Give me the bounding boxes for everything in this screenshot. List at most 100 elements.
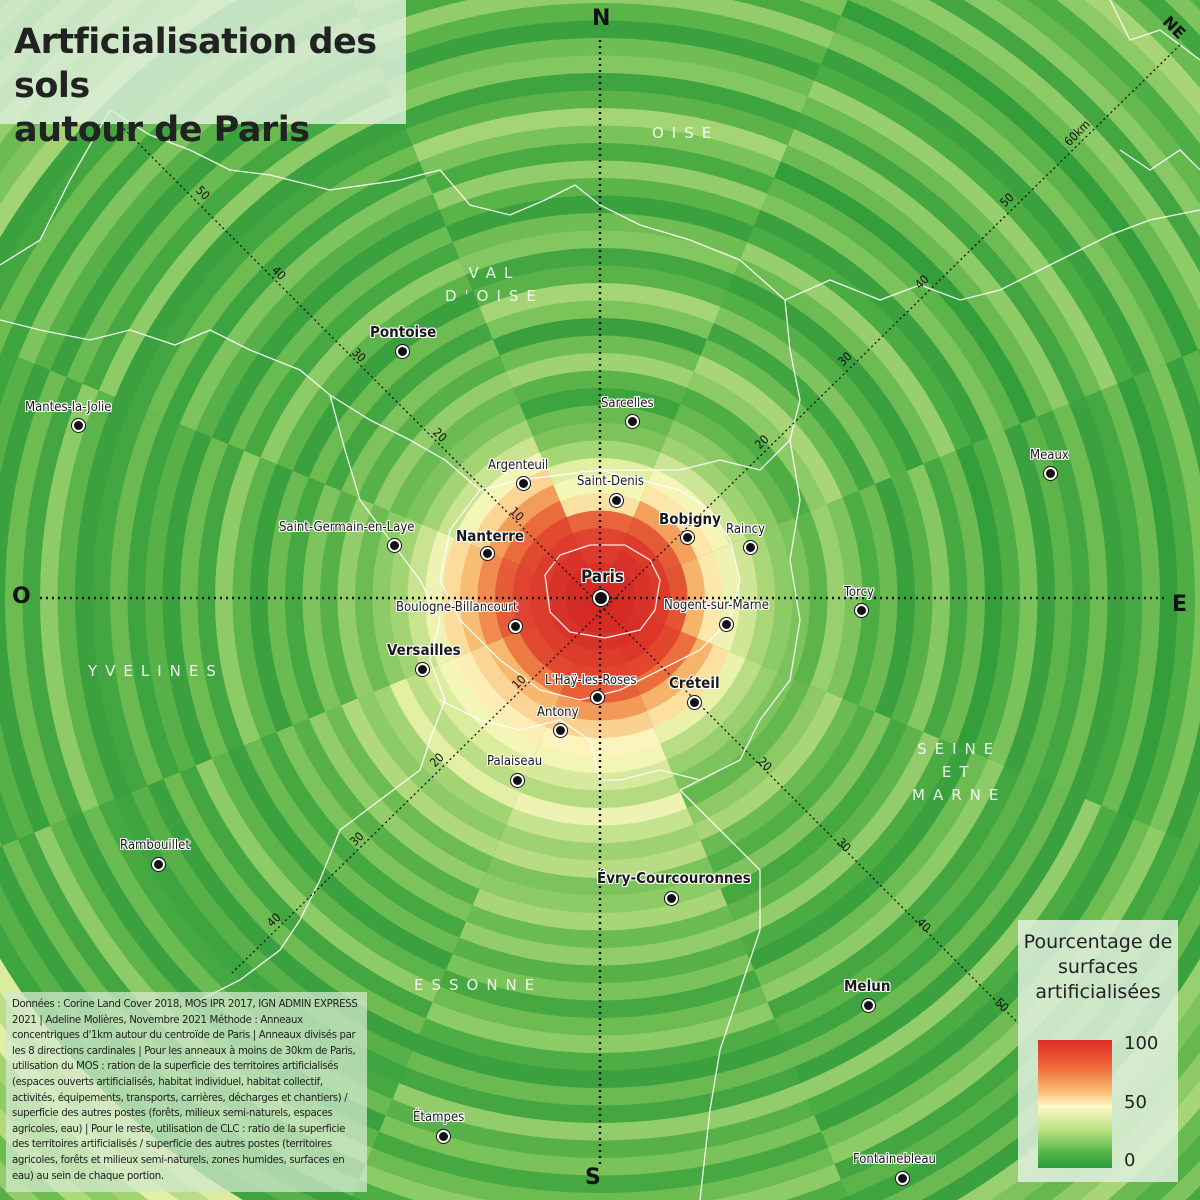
city-label-nogent: Nogent-sur-Marne: [664, 598, 769, 613]
ring-sector: [109, 410, 164, 786]
ring-sector: [389, 678, 520, 809]
ring-sector: [550, 548, 587, 585]
ring-sector: [356, 354, 507, 505]
dept-yvelines: YVELINES: [88, 662, 224, 680]
ring-sector: [465, 905, 735, 949]
ring-sector: [640, 484, 714, 558]
city-dot-argenteuil: [517, 477, 530, 490]
ring-sector: [593, 598, 607, 617]
ring-sector: [800, 96, 1102, 398]
ring-sector: [626, 516, 682, 572]
ring-sector: [406, 524, 439, 672]
ring-sector: [365, 0, 835, 49]
city-dot-pontoise: [396, 345, 409, 358]
ring-sector: [506, 808, 694, 844]
ring-sector: [211, 209, 446, 444]
ring-sector: [777, 517, 811, 679]
ring-sector: [441, 537, 471, 659]
ring-sector: [373, 685, 513, 825]
ring-sector: [470, 468, 554, 552]
ring-sector: [56, 390, 115, 806]
ring-sector: [276, 725, 473, 922]
ring-sector: [308, 711, 487, 890]
ring-sector: [453, 651, 547, 745]
city-dot-palaiseau: [511, 774, 524, 787]
ring-sector: [567, 604, 594, 631]
ring-sector: [126, 416, 180, 780]
ring-sector: [586, 562, 614, 582]
ring-sector: [418, 1018, 782, 1072]
ring-sector: [114, 792, 406, 1084]
ring-sector: [1036, 410, 1091, 786]
ring-sector: [794, 112, 1086, 404]
city-label-etampes: Étampes: [413, 1110, 465, 1125]
ring-sector: [572, 646, 628, 669]
ring-sector: [640, 638, 714, 712]
ring-sector: [378, 1115, 822, 1177]
ring-sector: [842, 490, 881, 706]
ring-sector: [130, 128, 413, 411]
ring-sector: [794, 792, 1086, 1084]
ring-sector: [907, 463, 951, 733]
ring-sector: [891, 470, 934, 726]
ring-sector: [858, 483, 899, 713]
ring-sector: [4, 370, 67, 826]
ring-sector: [373, 371, 513, 511]
ring-sector: [660, 435, 763, 538]
city-dot-antony: [554, 724, 567, 737]
city-label-antony: Antony: [537, 705, 579, 720]
city-dot-saint-germain: [388, 539, 401, 552]
legend-tick-0: 0: [1124, 1150, 1136, 1171]
ring-sector: [324, 322, 493, 491]
ring-sector: [472, 264, 728, 307]
ring-sector: [259, 257, 467, 465]
ring-sector: [358, 1163, 842, 1200]
city-label-fontainebleau: Fontainebleau: [853, 1152, 936, 1167]
ring-sector: [613, 548, 650, 585]
dept-essonne: ESSONNE: [414, 976, 543, 994]
city-label-palaiseau: Palaiseau: [487, 754, 543, 769]
ring-sector: [939, 450, 986, 746]
ring-sector: [385, 37, 815, 97]
ring-sector: [445, 194, 755, 243]
ring-sector: [432, 986, 768, 1037]
ring-sector: [581, 591, 600, 605]
ring-sector: [340, 338, 500, 498]
ring-sector: [502, 500, 567, 565]
city-label-rambouillet: Rambouillet: [120, 838, 190, 853]
ring-sector: [780, 778, 1054, 1052]
ring-sector: [266, 470, 309, 726]
ring-sector: [646, 644, 730, 728]
legend-color-ramp: [1038, 1040, 1112, 1168]
ring-sector: [452, 212, 748, 259]
ring-sector: [405, 403, 527, 525]
ring-sector: [740, 738, 957, 955]
city-dot-mantes: [72, 419, 85, 432]
ring-sector: [566, 662, 634, 687]
city-label-bobigny: Bobigny: [659, 510, 721, 528]
ring-sector: [923, 457, 969, 739]
ring-sector: [1052, 403, 1109, 793]
city-label-raincy: Raincy: [726, 522, 766, 537]
ring-sector: [826, 497, 864, 699]
ring-sector: [1189, 0, 1200, 11]
ring-sector: [292, 718, 480, 906]
cardinal-south: S: [585, 1165, 601, 1190]
ring-sector: [787, 785, 1070, 1068]
ring-sector: [0, 363, 51, 833]
ring-sector: [1138, 0, 1200, 62]
ring-sector: [680, 387, 811, 518]
ring-sector: [511, 564, 536, 632]
ring-sector: [412, 1034, 788, 1089]
city-dot-melun: [862, 999, 875, 1012]
city-label-paris: Paris: [581, 567, 624, 587]
ring-sector: [754, 752, 989, 987]
ring-sector: [421, 419, 534, 532]
ring-sector: [761, 524, 794, 672]
ring-sector: [144, 423, 196, 773]
ring-sector: [259, 731, 467, 939]
ring-sector: [567, 565, 594, 592]
ring-sector: [354, 504, 390, 692]
ring-sector: [365, 1147, 835, 1200]
ring-sector: [492, 840, 708, 879]
